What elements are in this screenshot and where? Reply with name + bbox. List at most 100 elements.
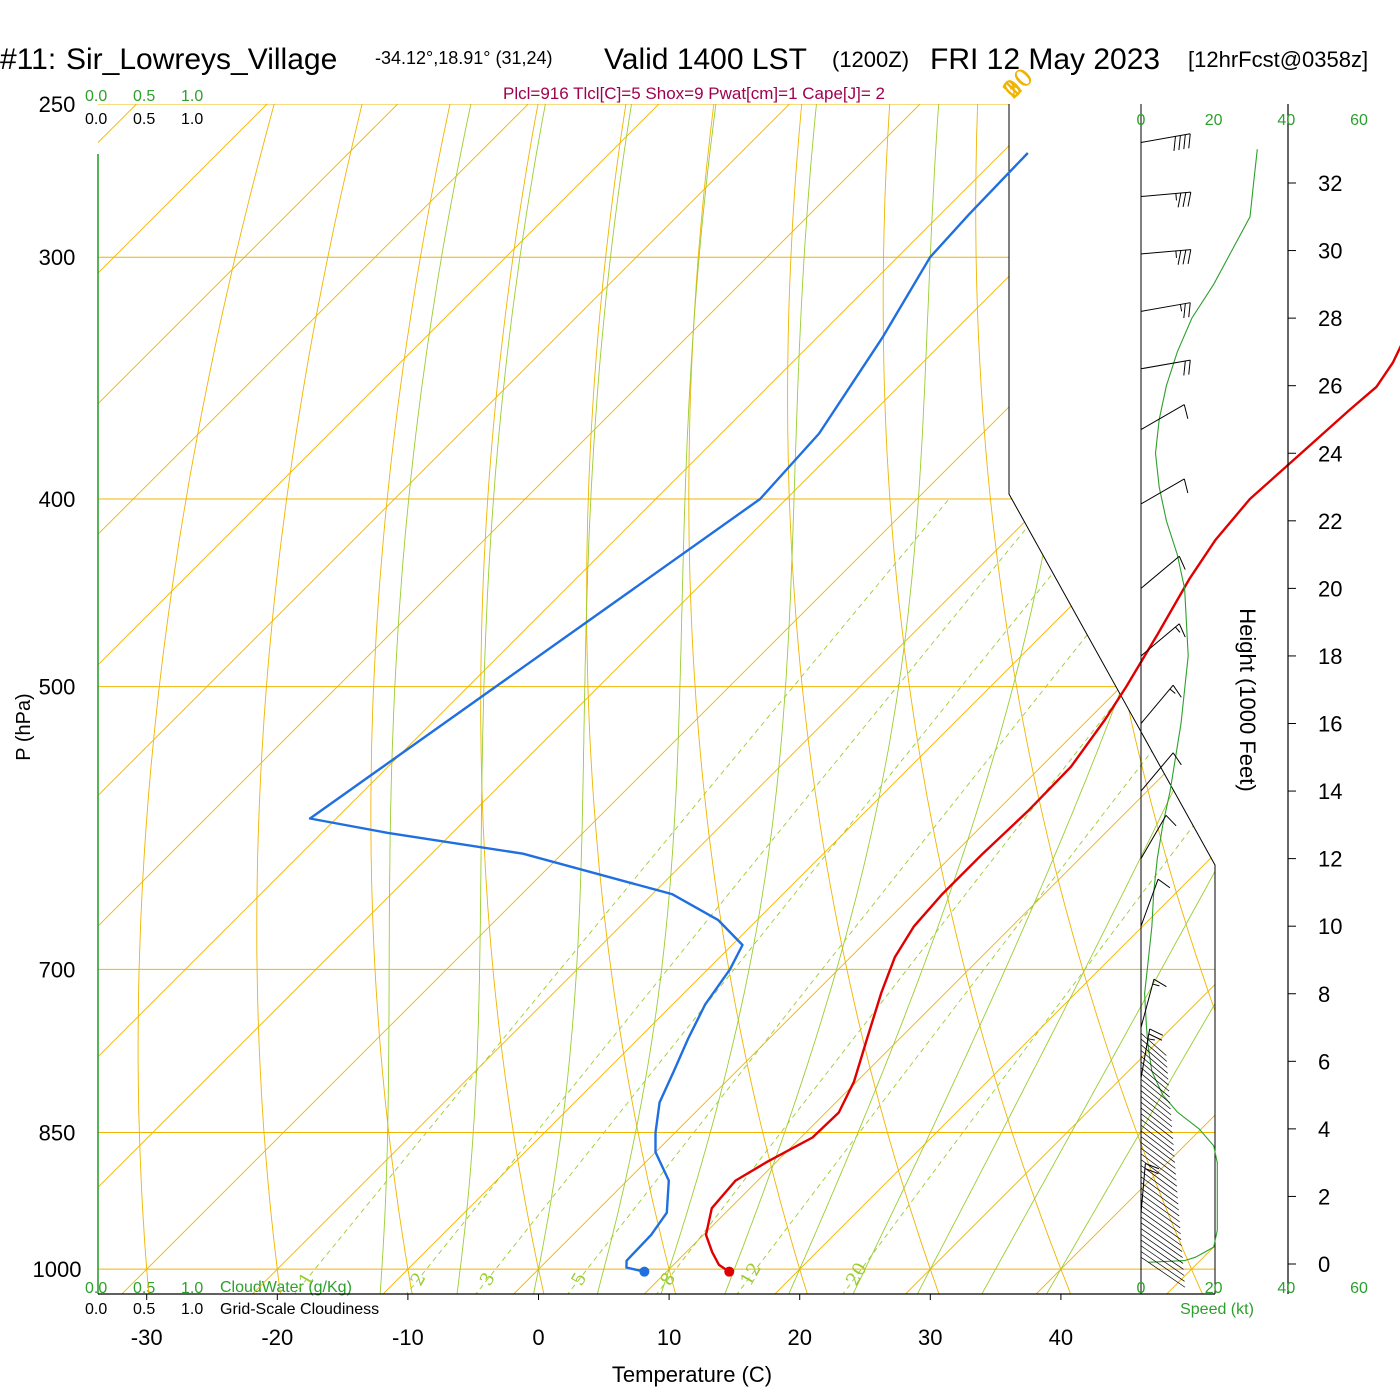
height-tick-label: 32 (1318, 171, 1342, 196)
wind-barb-staff (1140, 1073, 1170, 1098)
wind-barb-staff (1140, 1193, 1180, 1223)
pressure-tick-label: 250 (39, 92, 76, 117)
wind-barb-staff (1140, 1216, 1182, 1246)
wind-barb-staff (1140, 1101, 1173, 1128)
wind-barb (1140, 478, 1189, 505)
wind-barb-staff (1140, 1222, 1183, 1252)
height-tick-label: 2 (1318, 1184, 1330, 1209)
pressure-tick-label: 400 (39, 487, 76, 512)
height-tick-label: 12 (1318, 847, 1342, 872)
cloudwater-tick-top: 0.5 (133, 88, 155, 105)
height-tick-label: 16 (1318, 712, 1342, 737)
dry-adiabat-line (688, 104, 826, 1294)
isotherm-line (719, 104, 1215, 1294)
wind-barb-staff (1140, 1078, 1171, 1104)
moist-adiabat-line (827, 104, 1215, 1294)
wind-barb-staff (1140, 1033, 1167, 1056)
wind-barb-staff (1140, 1199, 1181, 1229)
isotherm-line (98, 104, 194, 1294)
x-tick-label: 20 (787, 1325, 811, 1350)
height-tick-label: 26 (1318, 374, 1342, 399)
x-tick-label: 10 (657, 1325, 681, 1350)
wind-barb-staff (1140, 1136, 1176, 1163)
mixing-ratio-label: 5 (567, 1269, 591, 1289)
wind-barb (1140, 814, 1177, 859)
speed-tick-label-bottom: 0 (1137, 1280, 1146, 1297)
moist-adiabat-line (448, 104, 586, 1294)
station-coords: -34.12°,18.91° (31,24) (375, 48, 553, 68)
height-tick-label: 8 (1318, 982, 1330, 1007)
isotherm-line (327, 104, 1215, 1294)
utc-time: (1200Z) (832, 47, 909, 72)
cloudiness-tick-bottom: 0.0 (85, 1301, 107, 1318)
mixing-ratio-label: 12 (736, 1259, 766, 1289)
moist-adiabat-line (521, 104, 667, 1294)
cloudwater-tick-top: 1.0 (181, 88, 203, 105)
wind-barb-staff (1140, 1188, 1180, 1217)
wind-barb (1140, 359, 1191, 376)
wind-barb (1140, 978, 1167, 1028)
wind-barb-staff (1140, 1107, 1173, 1134)
temperature-profile (704, 344, 1400, 1273)
cloudiness-tick-bottom: 0.5 (133, 1301, 155, 1318)
isotherm-line (588, 104, 1215, 1294)
dry-adiabat-line (882, 104, 1095, 1294)
x-tick-label: 0 (532, 1325, 544, 1350)
cloudwater-label: CloudWater (g/Kg) (220, 1279, 352, 1296)
isotherm-line (98, 104, 1215, 1294)
speed-tick-label-top: 60 (1350, 112, 1368, 129)
pressure-tick-label: 300 (39, 245, 76, 270)
wind-barb-staff (1140, 1205, 1181, 1235)
x-tick-label: -10 (392, 1325, 424, 1350)
wind-barb-staff (1140, 1061, 1169, 1086)
mixing-ratio-line (393, 498, 1051, 1294)
pressure-tick-label: 700 (39, 957, 76, 982)
wind-barb-staff (1140, 1256, 1186, 1288)
wind-barb (1140, 752, 1182, 792)
height-tick-label: 4 (1318, 1117, 1330, 1142)
station-name: Sir_Lowreys_Village (66, 43, 337, 76)
dry-adiabat-line (480, 104, 578, 1294)
isotherm-line (196, 104, 1215, 1294)
wind-barb-staff (1140, 1170, 1179, 1199)
surface-dewpoint-marker (639, 1266, 650, 1277)
isotherm-line (98, 104, 717, 1294)
wind-barb (1140, 249, 1192, 265)
speed-tick-label-bottom: 20 (1205, 1280, 1223, 1297)
cloudiness-tick-top: 0.5 (133, 111, 155, 128)
moist-adiabat-line (1016, 104, 1215, 1294)
cloudiness-tick-top: 1.0 (181, 111, 203, 128)
wind-barb (1140, 191, 1192, 208)
dry-adiabat-line (1320, 0, 1400, 1349)
cloudiness-tick-bottom: 1.0 (181, 1301, 203, 1318)
wind-barb-staff (1140, 1067, 1170, 1092)
forecast-info: [12hrFcst@0358z] (1188, 47, 1368, 72)
mixing-ratio-label: 3 (476, 1269, 500, 1289)
x-tick-label: 30 (918, 1325, 942, 1350)
cloudiness-tick-top: 0.0 (85, 111, 107, 128)
profiles (308, 152, 1400, 1277)
dry-adiabat-line (586, 104, 692, 1294)
wind-barb-staff (1140, 1153, 1177, 1181)
station-id: #11: (0, 43, 56, 76)
wind-barb-staff (1140, 1119, 1174, 1145)
wind-barb (1140, 302, 1191, 319)
dewpoint-profile (308, 152, 1029, 1273)
wind-barb-staff (1140, 1090, 1172, 1116)
moist-adiabat-line (375, 104, 516, 1294)
x-tick-label: -30 (131, 1325, 163, 1350)
wind-barb-staff (1140, 1211, 1182, 1240)
dry-adiabat-line (256, 104, 413, 1294)
height-tick-label: 14 (1318, 779, 1342, 804)
pressure-tick-label: 1000 (33, 1257, 82, 1282)
moist-adiabat-line (953, 104, 1215, 1294)
height-tick-label: 20 (1318, 576, 1342, 601)
wind-barb (1140, 684, 1182, 724)
height-tick-label: 24 (1318, 441, 1342, 466)
wind-barb-staff (1140, 1044, 1168, 1068)
wind-barb (1140, 555, 1186, 589)
moist-adiabat-line (890, 104, 1215, 1294)
cloudwater-tick-bottom: 0.5 (133, 1280, 155, 1297)
moist-adiabat-line (704, 104, 957, 1294)
isotherm-line (98, 104, 1215, 1294)
